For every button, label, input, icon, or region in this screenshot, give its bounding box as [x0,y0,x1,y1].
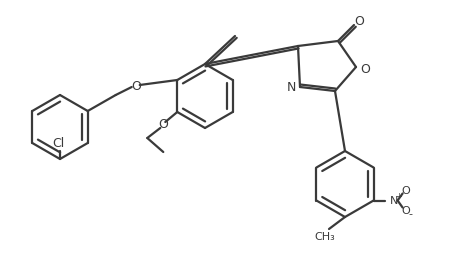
Text: O: O [400,186,409,196]
Text: O: O [359,62,369,75]
Text: -: - [408,209,412,219]
Text: O: O [158,118,168,131]
Text: Cl: Cl [52,136,64,149]
Text: +: + [394,191,401,200]
Text: O: O [130,79,140,92]
Text: N: N [285,80,295,93]
Text: N: N [389,196,397,206]
Text: CH₃: CH₃ [314,231,335,241]
Text: O: O [353,14,363,27]
Text: O: O [400,206,409,216]
